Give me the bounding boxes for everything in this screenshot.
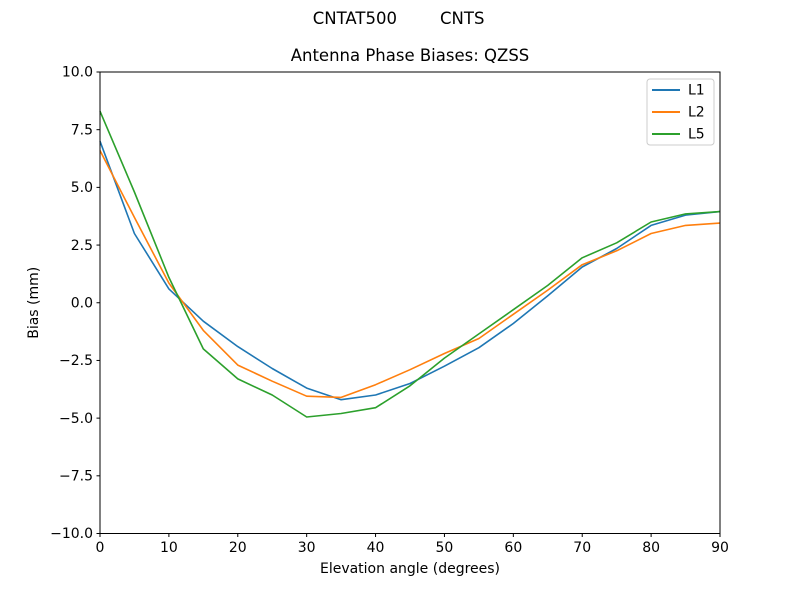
y-tick-label: 10.0 bbox=[62, 65, 93, 81]
plot-area: 0 10 20 30 40 50 60 70 80 90 −10.0 −7.5 −5.0 −2.5 0.0 2… bbox=[50, 65, 729, 556]
y-tick-label: 0.0 bbox=[71, 295, 93, 311]
x-tick-label: 80 bbox=[642, 540, 660, 556]
x-tick-label: 10 bbox=[160, 540, 178, 556]
legend-label-l1: L1 bbox=[688, 83, 705, 99]
y-tick-label: −10.0 bbox=[50, 526, 93, 542]
y-tick-label: 7.5 bbox=[71, 122, 93, 138]
x-tick-label: 40 bbox=[367, 540, 385, 556]
figure-suptitle-left: CNTAT500 bbox=[313, 9, 397, 28]
legend-label-l2: L2 bbox=[688, 105, 705, 121]
x-tick-label: 60 bbox=[504, 540, 522, 556]
series-line-l5 bbox=[99, 110, 721, 418]
y-tick-label: 5.0 bbox=[71, 180, 93, 196]
plot-frame bbox=[99, 71, 721, 534]
x-tick-label: 50 bbox=[436, 540, 454, 556]
y-tick-label: −2.5 bbox=[59, 353, 93, 369]
y-tick-label: −7.5 bbox=[59, 469, 93, 485]
x-tick-label: 30 bbox=[298, 540, 316, 556]
legend bbox=[646, 78, 715, 146]
x-tick-label: 70 bbox=[573, 540, 591, 556]
x-tick-label: 90 bbox=[711, 540, 729, 556]
y-axis-label: Bias (mm) bbox=[26, 267, 42, 339]
chart-title: Antenna Phase Biases: QZSS bbox=[291, 46, 530, 65]
figure-suptitle-right: CNTS bbox=[440, 9, 484, 28]
y-tick-label: −5.0 bbox=[59, 411, 93, 427]
x-tick-label: 0 bbox=[96, 540, 105, 556]
x-axis-label: Elevation angle (degrees) bbox=[320, 561, 500, 577]
x-tick-label: 20 bbox=[229, 540, 247, 556]
series-line-l2 bbox=[99, 150, 721, 399]
series-line-l1 bbox=[99, 140, 721, 401]
y-tick-label: 2.5 bbox=[71, 238, 93, 254]
legend-label-l5: L5 bbox=[688, 127, 705, 143]
